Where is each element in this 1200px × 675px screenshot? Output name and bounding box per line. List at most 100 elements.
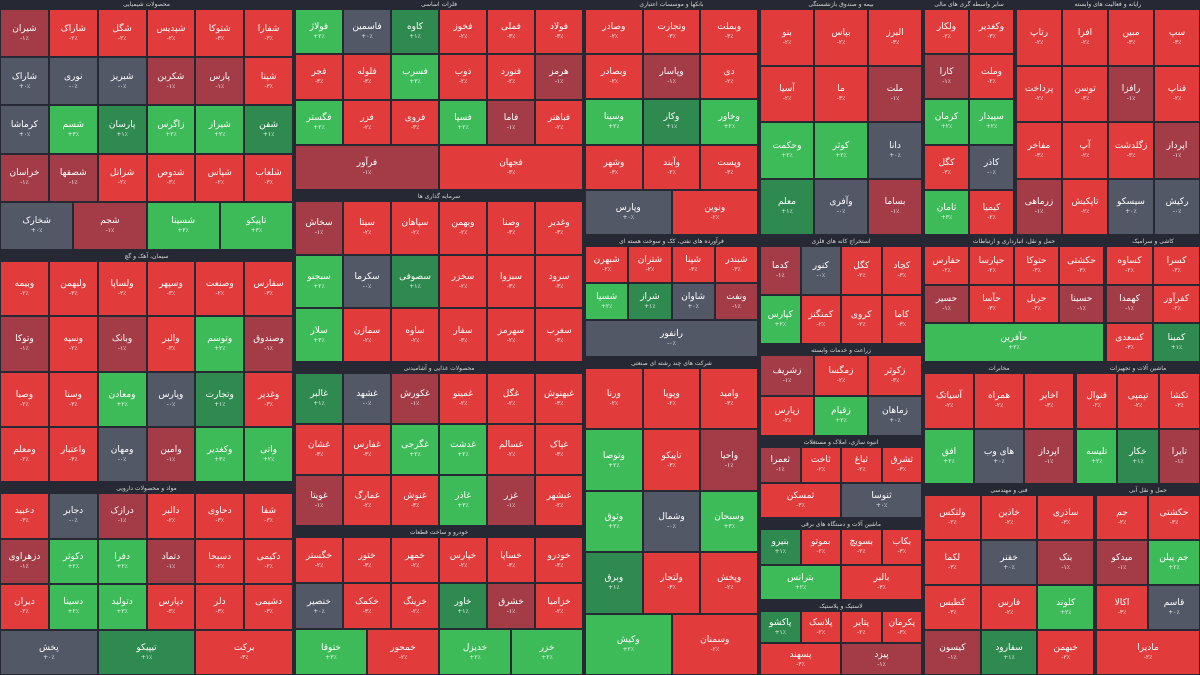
stock-tile[interactable]: پرداخت -۲٪ [1016,65,1062,122]
stock-tile[interactable]: واتی +۲٪ [244,426,293,482]
stock-tile[interactable]: وپست -۳٪ [700,144,758,190]
stock-tile[interactable]: ذوب -۲٪ [439,54,487,100]
stock-tile[interactable]: خشرق -۱٪ [487,583,535,629]
stock-tile[interactable]: وتوصا +۲٪ [585,429,643,491]
stock-tile[interactable]: تایرا -۱٪ [1158,428,1200,484]
stock-tile[interactable]: وصادر -۲٪ [585,9,643,55]
stock-tile[interactable]: دالبر -۲٪ [146,493,196,539]
stock-tile[interactable]: ثامان +۳٪ [924,189,969,235]
stock-tile[interactable]: غمینو -۲٪ [439,373,487,424]
stock-tile[interactable]: دلر -۳٪ [195,584,245,630]
stock-tile[interactable]: وامید -۳٪ [700,368,758,430]
stock-tile[interactable]: غمارگ -۲٪ [343,475,391,526]
stock-tile[interactable]: غزر -۱٪ [487,475,535,526]
stock-tile[interactable]: فنوال -۲٪ [1076,373,1118,429]
stock-tile[interactable]: دسبحا -۲٪ [195,538,245,584]
stock-tile[interactable]: کچاد -۳٪ [881,246,922,295]
stock-tile[interactable]: شاراک -۲٪ [48,9,98,58]
stock-tile[interactable]: کرمان +۲٪ [924,99,969,145]
stock-tile[interactable]: خساپا -۳٪ [487,537,535,583]
stock-tile[interactable]: فاما -۱٪ [487,99,535,145]
stock-tile[interactable]: زرماهی -۱٪ [1016,178,1062,235]
stock-tile[interactable]: والبر -۳٪ [146,316,196,372]
stock-tile[interactable]: فنورد -۲٪ [487,54,535,100]
stock-tile[interactable]: وبانک -۱٪ [97,316,147,372]
stock-tile[interactable]: پکرمان -۳٪ [881,611,922,643]
stock-tile[interactable]: ونفت -۱٪ [714,283,758,320]
stock-tile[interactable]: غپاک -۳٪ [535,424,583,475]
stock-tile[interactable]: وکیش +۲٪ [585,613,672,675]
stock-tile[interactable]: خودرو -۳٪ [535,537,583,583]
stock-tile[interactable]: دجابر -۰٪ [48,493,98,539]
stock-tile[interactable]: کیسون -۱٪ [924,630,981,675]
stock-tile[interactable]: دشیمی -۳٪ [244,584,293,630]
stock-tile[interactable]: خفنر +۰٪ [980,540,1038,585]
stock-tile[interactable]: ولبهمن -۳٪ [48,261,98,317]
stock-tile[interactable]: ختوقا +۳٪ [295,629,367,675]
stock-tile[interactable]: کاوه +۱٪ [391,9,439,55]
stock-tile[interactable]: غبهنوش -۳٪ [535,373,583,424]
stock-tile[interactable]: وتوکا -۱٪ [0,316,49,372]
stock-tile[interactable]: زپارس -۲٪ [760,395,814,436]
stock-tile[interactable]: وپخش -۲٪ [700,552,758,614]
stock-tile[interactable]: غالبر +۱٪ [295,373,343,424]
stock-tile[interactable]: زگلدشت -۳٪ [1108,122,1154,179]
stock-tile[interactable]: وتجارت -۳٪ [642,9,701,55]
stock-tile[interactable]: کدما -۱٪ [760,246,801,295]
stock-tile[interactable]: تپمپی -۲٪ [1117,373,1159,429]
stock-tile[interactable]: پارسان +۱٪ [97,105,147,154]
stock-tile[interactable]: شدوص -۳٪ [146,153,196,202]
stock-tile[interactable]: شفا -۳٪ [244,493,293,539]
stock-tile[interactable]: وپارس +۰٪ [585,189,672,235]
stock-tile[interactable]: دپارس -۳٪ [146,584,196,630]
stock-tile[interactable]: درازک -۱٪ [97,493,147,539]
stock-tile[interactable]: رکیش -۰٪ [1154,178,1200,235]
stock-tile[interactable]: ومهان -۰٪ [97,426,147,482]
stock-tile[interactable]: تیپیکو +۱٪ [97,629,196,675]
stock-tile[interactable]: افرا -۲٪ [1062,9,1108,66]
stock-tile[interactable]: کساوه -۲٪ [1106,246,1153,285]
stock-tile[interactable]: ملت -۱٪ [868,65,922,122]
stock-tile[interactable]: پیزد -۱٪ [841,643,922,675]
stock-tile[interactable]: زکوثر -۳٪ [868,355,922,396]
stock-tile[interactable]: تاپکیش -۲٪ [1062,178,1108,235]
stock-tile[interactable]: وامین -۱٪ [146,426,196,482]
stock-tile[interactable]: ما -۳٪ [814,65,868,122]
stock-tile[interactable]: وملت -۲٪ [969,54,1014,100]
stock-tile[interactable]: حسیر -۱٪ [924,284,969,324]
stock-tile[interactable]: وسپهر -۳٪ [146,261,196,317]
stock-tile[interactable]: حسینا -۱٪ [1059,284,1104,324]
stock-tile[interactable]: کفرآور -۲٪ [1153,284,1200,324]
stock-tile[interactable]: وتجارت +۱٪ [195,371,245,427]
stock-tile[interactable]: آسیاتک -۲٪ [924,373,974,429]
stock-tile[interactable]: خبهمن -۲٪ [1037,630,1094,675]
stock-tile[interactable]: فارس -۲٪ [980,585,1038,630]
stock-tile[interactable]: ولتکس -۲٪ [924,495,981,540]
stock-tile[interactable]: شسم +۳٪ [48,105,98,154]
stock-tile[interactable]: تاپیکو -۳٪ [642,429,701,491]
stock-tile[interactable]: حتوکا -۳٪ [1014,246,1059,285]
stock-tile[interactable]: کگل -۲٪ [841,246,882,295]
stock-tile[interactable]: وغدیر -۳٪ [244,371,293,427]
stock-tile[interactable]: دانا +۰٪ [868,122,922,179]
stock-tile[interactable]: پسهند -۳٪ [760,643,841,675]
stock-tile[interactable]: فولاژ +۲٪ [295,9,343,55]
stock-tile[interactable]: کیمیا -۲٪ [969,189,1014,235]
stock-tile[interactable]: کوثر +۲٪ [814,122,868,179]
stock-tile[interactable]: دسینا +۲٪ [48,584,98,630]
stock-tile[interactable]: سخاش -۱٪ [295,201,343,255]
stock-tile[interactable]: غشهد -۰٪ [343,373,391,424]
stock-tile[interactable]: نوری -۰٪ [48,57,98,106]
stock-tile[interactable]: زشریف -۱٪ [760,355,814,396]
stock-tile[interactable]: دعبید -۳٪ [0,493,49,539]
stock-tile[interactable]: غگرجی +۲٪ [391,424,439,475]
stock-tile[interactable]: خراسان -۱٪ [0,153,49,202]
stock-tile[interactable]: بتک -۱٪ [1037,540,1094,585]
stock-tile[interactable]: سپاهان -۲٪ [391,201,439,255]
stock-tile[interactable]: ختور -۳٪ [343,537,391,583]
stock-tile[interactable]: شپنا -۳٪ [244,57,293,106]
stock-tile[interactable]: ثمسکن -۳٪ [760,482,841,518]
stock-tile[interactable]: خکار +۱٪ [1117,428,1159,484]
stock-tile[interactable]: فاسمین +۰٪ [343,9,391,55]
stock-tile[interactable]: آپ -۲٪ [1062,122,1108,179]
